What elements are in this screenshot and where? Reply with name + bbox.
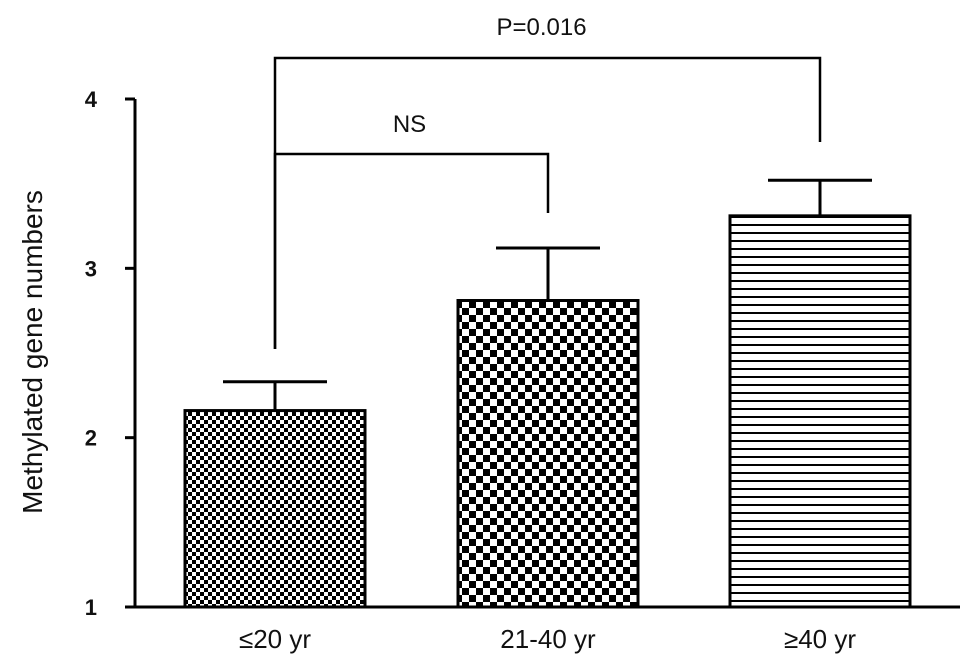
y-axis-label: Methylated gene numbers [17,190,48,514]
significance-label: P=0.016 [496,14,586,41]
x-tick-label: ≥40 yr [784,624,856,654]
bar [728,214,912,609]
x-tick-label: 21-40 yr [500,624,596,654]
x-ticks: ≤20 yr 21-40 yr ≥40 yr [239,624,856,654]
y-tick-label: 3 [85,256,97,281]
bars [183,214,912,609]
bar [456,299,640,609]
y-ticks: 1 2 3 4 [85,87,135,620]
error-bars [223,178,872,411]
significance-label: NS [393,111,426,138]
significance-brackets: NS P=0.016 [273,14,822,349]
y-tick-label: 4 [85,87,98,112]
y-tick-label: 2 [85,426,97,451]
y-tick-label: 1 [85,595,97,620]
significance-bracket [273,56,822,349]
bar [183,409,367,609]
x-tick-label: ≤20 yr [239,624,311,654]
